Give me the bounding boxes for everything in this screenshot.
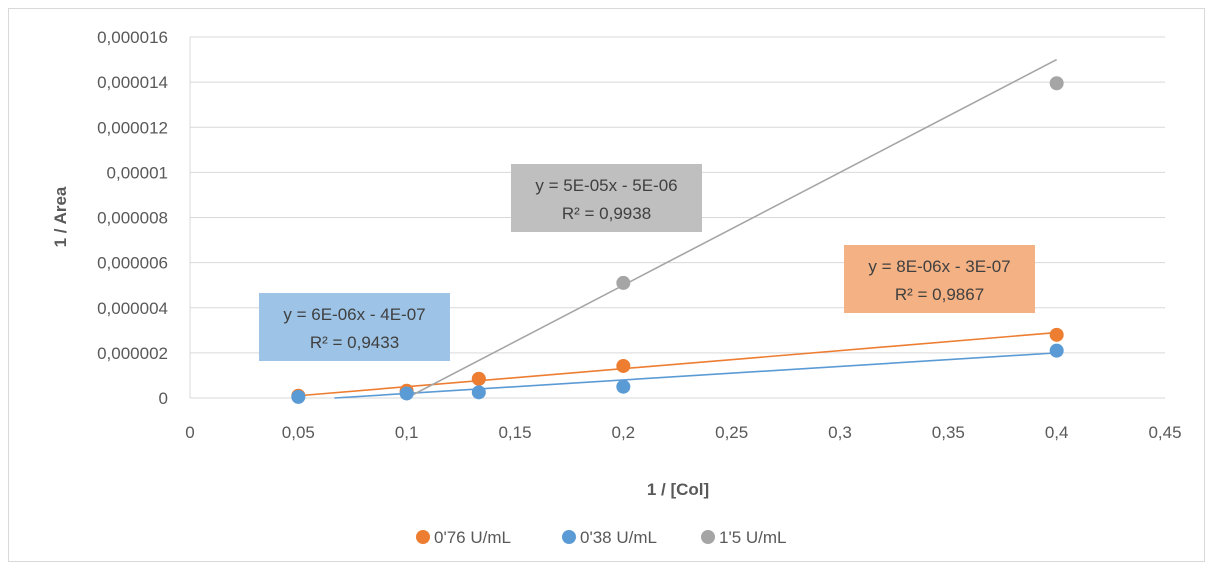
trendline-equation: y = 8E-06x - 3E-07 [868, 257, 1010, 276]
legend-label: 1'5 U/mL [719, 528, 787, 547]
x-tick-label: 0,15 [498, 423, 531, 442]
data-point [616, 379, 631, 394]
legend-marker [701, 530, 715, 544]
y-axis-title: 1 / Area [51, 186, 70, 247]
legend-marker [562, 530, 576, 544]
data-point [399, 386, 414, 401]
y-tick-label: 0,000002 [97, 344, 168, 363]
x-tick-label: 0,1 [395, 423, 419, 442]
trendline-labels: y = 8E-06x - 3E-07 R² = 0,9867 y = 6E-06x … [259, 164, 1035, 361]
data-point [471, 385, 486, 400]
data-point [1049, 343, 1064, 358]
y-tick-label: 0,000016 [97, 28, 168, 47]
data-point [616, 358, 631, 373]
y-tick-label: 0 [159, 389, 168, 408]
trendline [298, 331, 1057, 397]
y-tick-labels: 0 0,000002 0,000004 0,000006 0,000008 0,00001… [97, 28, 168, 408]
x-tick-label: 0,3 [828, 423, 852, 442]
x-tick-label: 0 [185, 423, 194, 442]
chart-area [8, 8, 1205, 562]
trendline-r2: R² = 0,9867 [895, 285, 984, 304]
legend-label: 0'38 U/mL [580, 528, 657, 547]
y-tick-label: 0,00001 [107, 163, 168, 182]
x-tick-labels: 0 0,05 0,1 0,15 0,2 0,25 0,3 0,35 0,4 0,45 [185, 423, 1181, 442]
y-tick-label: 0,000014 [97, 73, 168, 92]
x-tick-label: 0,25 [715, 423, 748, 442]
data-points [291, 76, 1064, 404]
y-tick-label: 0,000004 [97, 299, 168, 318]
x-tick-label: 0,2 [612, 423, 636, 442]
trendline-equation: y = 6E-06x - 4E-07 [283, 305, 425, 324]
trendline-r2: R² = 0,9433 [310, 333, 399, 352]
legend-marker [416, 530, 430, 544]
data-point [616, 275, 631, 290]
data-point [1049, 76, 1064, 91]
x-tick-label: 0,05 [282, 423, 315, 442]
legend: 0'76 U/mL 0'38 U/mL 1'5 U/mL [416, 528, 787, 547]
data-point [471, 371, 486, 386]
trendline-equation: y = 5E-05x - 5E-06 [535, 176, 677, 195]
x-tick-label: 0,35 [932, 423, 965, 442]
x-tick-label: 0,4 [1045, 423, 1069, 442]
data-point [1049, 327, 1064, 342]
y-tick-label: 0,000008 [97, 209, 168, 228]
trendline-label-box [259, 293, 450, 361]
trendline-label-box [844, 245, 1035, 313]
legend-label: 0'76 U/mL [434, 528, 511, 547]
y-tick-label: 0,000006 [97, 254, 168, 273]
trendline [406, 58, 1058, 399]
x-axis-title: 1 / [Col] [647, 480, 709, 499]
trendline [334, 352, 1057, 399]
trendline-r2: R² = 0,9938 [562, 204, 651, 223]
data-point [291, 389, 306, 404]
x-tick-label: 0,45 [1148, 423, 1181, 442]
trendline-label-box [511, 164, 702, 232]
trendlines [298, 58, 1058, 399]
y-tick-label: 0,000012 [97, 118, 168, 137]
